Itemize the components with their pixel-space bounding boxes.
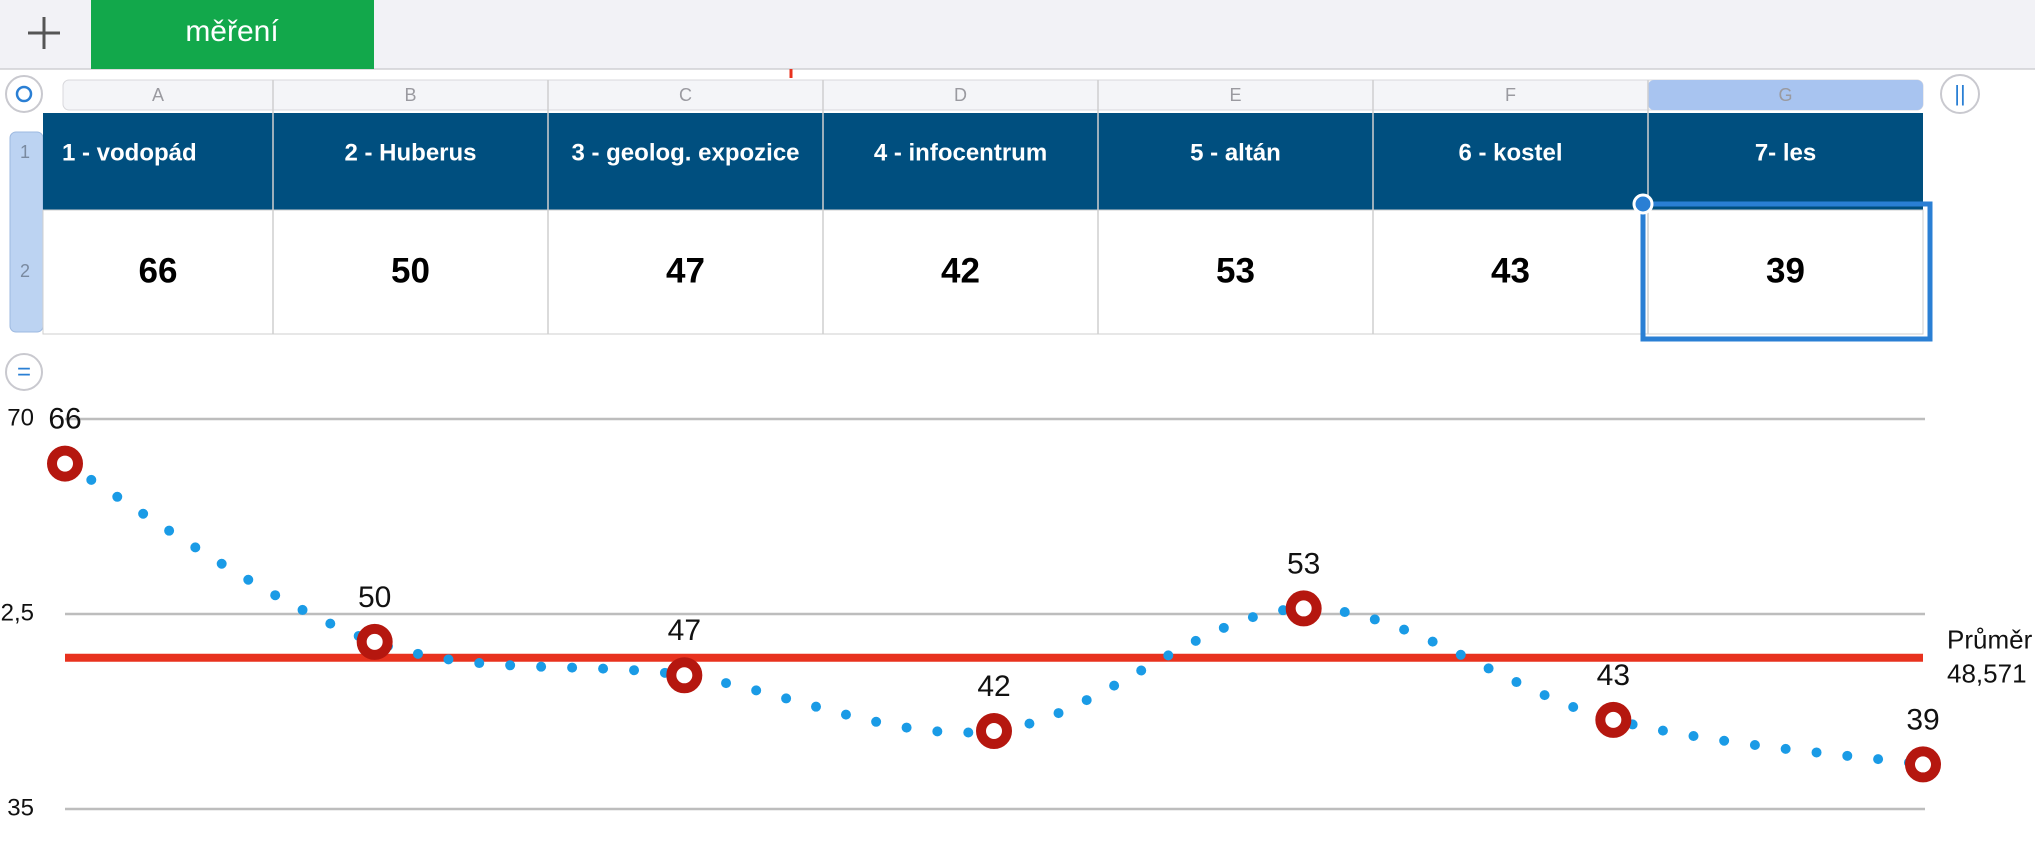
header-cell[interactable]: 3 - geolog. expozice xyxy=(571,139,799,166)
value-cell[interactable]: 42 xyxy=(941,251,980,290)
data-point[interactable] xyxy=(1905,746,1941,783)
chart-handle[interactable] xyxy=(5,353,43,391)
selected-cell xyxy=(1640,201,1933,342)
column-header-bar xyxy=(62,79,1924,111)
value-cell[interactable]: 50 xyxy=(391,251,430,290)
row-number: 2 xyxy=(20,261,30,281)
header-cell[interactable]: 5 - altán xyxy=(1190,139,1281,166)
header-cell[interactable]: 7- les xyxy=(1755,139,1816,166)
header-cell[interactable]: 4 - infocentrum xyxy=(874,139,1047,166)
sheet-tab-label[interactable]: měření xyxy=(185,15,279,48)
table-handle[interactable] xyxy=(5,75,43,113)
column-letter: F xyxy=(1505,85,1516,105)
column-letter: C xyxy=(679,85,692,105)
data-label: 50 xyxy=(358,581,391,614)
header-cell[interactable]: 2 - Huberus xyxy=(344,139,476,166)
data-label: 47 xyxy=(668,614,701,647)
data-point[interactable] xyxy=(976,713,1012,749)
value-cell[interactable]: 39 xyxy=(1766,251,1805,290)
value-cell[interactable]: 43 xyxy=(1491,251,1530,290)
average-label: Průměr xyxy=(1947,625,2033,655)
average-value-label: 48,571 xyxy=(1947,659,2027,689)
data-label: 53 xyxy=(1287,547,1320,580)
y-tick-label: 70 xyxy=(7,404,34,431)
data-point[interactable] xyxy=(47,445,83,482)
sheet-tab[interactable] xyxy=(91,0,374,69)
y-tick-label: 52,5 xyxy=(0,599,34,626)
header-cell[interactable]: 6 - kostel xyxy=(1458,139,1562,166)
data-label: 42 xyxy=(977,670,1010,703)
header-row xyxy=(43,113,1923,210)
column-add-icon: || xyxy=(1954,81,1965,106)
value-row xyxy=(42,209,1924,335)
chart: 35 52,5 70 Průměr 48,571 66 50 47 42 53 43 39 xyxy=(0,402,2033,821)
selected-column-header xyxy=(1648,80,1923,110)
data-point[interactable] xyxy=(356,623,393,660)
value-cell[interactable]: 66 xyxy=(139,251,178,290)
column-letter: E xyxy=(1229,85,1241,105)
value-cell[interactable]: 47 xyxy=(666,251,705,290)
column-add-handle[interactable] xyxy=(1940,74,1980,114)
table: 1 2 A 1 - vodopád 66 B 2 - Huberus 50 C 3 - geolo… xyxy=(9,79,1933,342)
data-point[interactable] xyxy=(1595,701,1632,738)
data-label: 39 xyxy=(1906,703,1939,736)
data-label: 66 xyxy=(48,402,81,435)
row-header-bar xyxy=(9,131,44,333)
table-handle-icon xyxy=(15,85,33,103)
column-letter: A xyxy=(152,85,164,105)
add-sheet-button[interactable] xyxy=(28,17,60,49)
column-letter: B xyxy=(404,85,416,105)
data-point[interactable] xyxy=(666,657,703,694)
value-cell[interactable]: 53 xyxy=(1216,251,1255,290)
row-number: 1 xyxy=(20,142,30,162)
column-letter: G xyxy=(1778,85,1792,105)
header-cell[interactable]: 1 - vodopád xyxy=(62,139,197,166)
selection-handle[interactable] xyxy=(1632,193,1654,215)
y-tick-label: 35 xyxy=(7,794,34,821)
data-point[interactable] xyxy=(1285,590,1322,627)
data-label: 43 xyxy=(1597,659,1630,692)
chart-handle-icon: = xyxy=(17,358,31,385)
column-letter: D xyxy=(954,85,967,105)
